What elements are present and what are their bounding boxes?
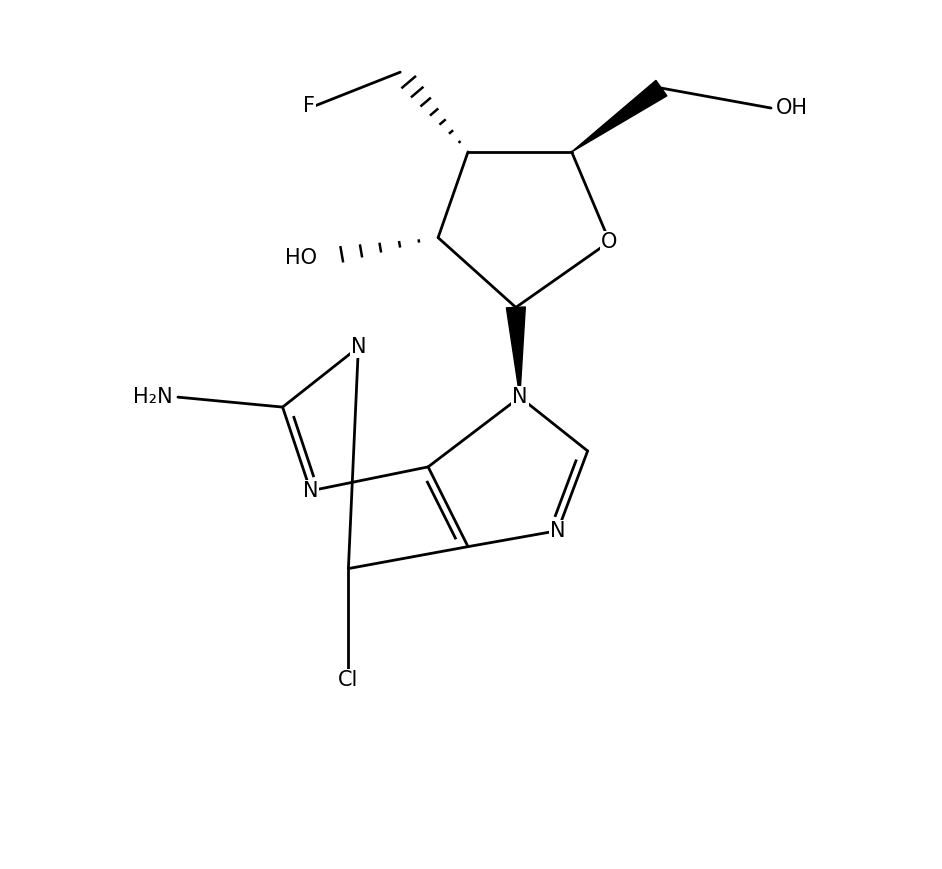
- Text: O: O: [601, 232, 618, 252]
- Text: H₂N: H₂N: [134, 387, 173, 407]
- Polygon shape: [572, 81, 667, 152]
- Text: Cl: Cl: [338, 670, 359, 690]
- Text: HO: HO: [285, 248, 317, 268]
- Polygon shape: [507, 307, 526, 397]
- Text: N: N: [302, 481, 318, 501]
- Text: N: N: [550, 521, 565, 541]
- Text: F: F: [302, 96, 315, 116]
- Text: N: N: [512, 387, 528, 407]
- Text: OH: OH: [776, 98, 808, 118]
- Text: N: N: [350, 337, 366, 357]
